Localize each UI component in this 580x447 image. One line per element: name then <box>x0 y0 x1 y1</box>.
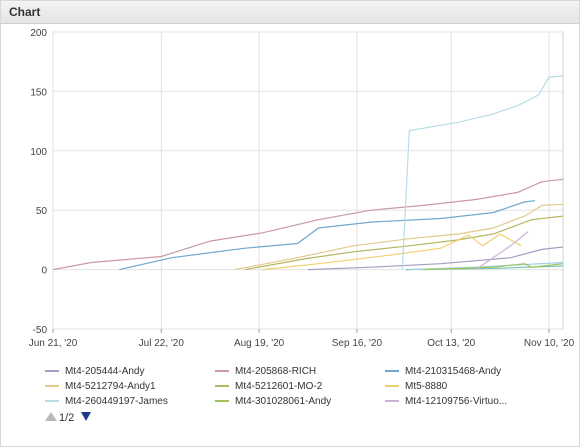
legend-item[interactable]: Mt4-5212601-MO-2 <box>215 381 323 392</box>
y-tick-label: -50 <box>33 325 48 336</box>
legend-item[interactable]: Mt4-5212794-Andy1 <box>45 381 156 392</box>
series-lines <box>52 75 564 271</box>
x-tick-label: Jun 21, '20 <box>29 338 78 349</box>
triangle-up-icon[interactable] <box>45 412 57 421</box>
y-tick-label: 100 <box>30 147 47 158</box>
panel-title: Chart <box>9 5 41 19</box>
panel-header: Chart <box>1 1 579 24</box>
series-line <box>423 263 564 271</box>
x-tick-label: Nov 10, '20 <box>524 338 575 349</box>
series-line <box>119 200 536 271</box>
series-line <box>234 203 564 271</box>
x-tick-label: Oct 13, '20 <box>427 338 475 349</box>
grid <box>52 31 564 330</box>
legend-label: Mt4-301028061-Andy <box>235 396 331 407</box>
y-tick-label: 50 <box>36 206 48 217</box>
legend-label: Mt5-8880 <box>405 381 448 392</box>
line-chart: -50 0 50 100 150 200 Jun 21, '20 Jul 22, '20 Aug… <box>29 28 575 424</box>
legend-item[interactable]: Mt4-210315468-Andy <box>385 366 501 377</box>
legend-item[interactable]: Mt4-205444-Andy <box>45 366 145 377</box>
legend-label: Mt4-205444-Andy <box>65 366 145 377</box>
legend: Mt4-205444-Andy Mt4-205868-RICH Mt4-210315… <box>45 366 507 407</box>
legend-label: Mt4-5212601-MO-2 <box>235 381 323 392</box>
series-line <box>475 231 529 271</box>
pager-text: 1/2 <box>59 412 74 424</box>
triangle-down-icon[interactable] <box>81 412 91 421</box>
x-tick-label: Jul 22, '20 <box>139 338 185 349</box>
legend-item[interactable]: Mt4-260449197-James <box>45 396 168 407</box>
y-tick-label: 0 <box>41 266 47 277</box>
x-tick-label: Aug 19, '20 <box>234 338 285 349</box>
legend-label: Mt4-205868-RICH <box>235 366 316 377</box>
x-tick-label: Sep 16, '20 <box>332 338 383 349</box>
legend-label: Mt4-5212794-Andy1 <box>65 381 156 392</box>
series-line <box>52 178 564 271</box>
legend-label: Mt4-12109756-Virtuo... <box>405 396 507 407</box>
legend-label: Mt4-210315468-Andy <box>405 366 501 377</box>
legend-item[interactable]: Mt4-301028061-Andy <box>215 396 331 407</box>
series-line <box>262 233 522 271</box>
legend-item[interactable]: Mt4-205868-RICH <box>215 366 316 377</box>
axes: -50 0 50 100 150 200 Jun 21, '20 Jul 22, '20 Aug… <box>29 28 575 349</box>
y-tick-label: 150 <box>30 87 47 98</box>
series-line <box>244 215 564 271</box>
legend-item[interactable]: Mt4-12109756-Virtuo... <box>385 396 507 407</box>
legend-item[interactable]: Mt5-8880 <box>385 381 448 392</box>
series-line <box>401 75 564 270</box>
plot-border <box>52 31 564 330</box>
y-tick-label: 200 <box>30 28 47 39</box>
legend-pager: 1/2 <box>45 412 91 424</box>
legend-label: Mt4-260449197-James <box>65 396 168 407</box>
series-line <box>307 246 564 271</box>
